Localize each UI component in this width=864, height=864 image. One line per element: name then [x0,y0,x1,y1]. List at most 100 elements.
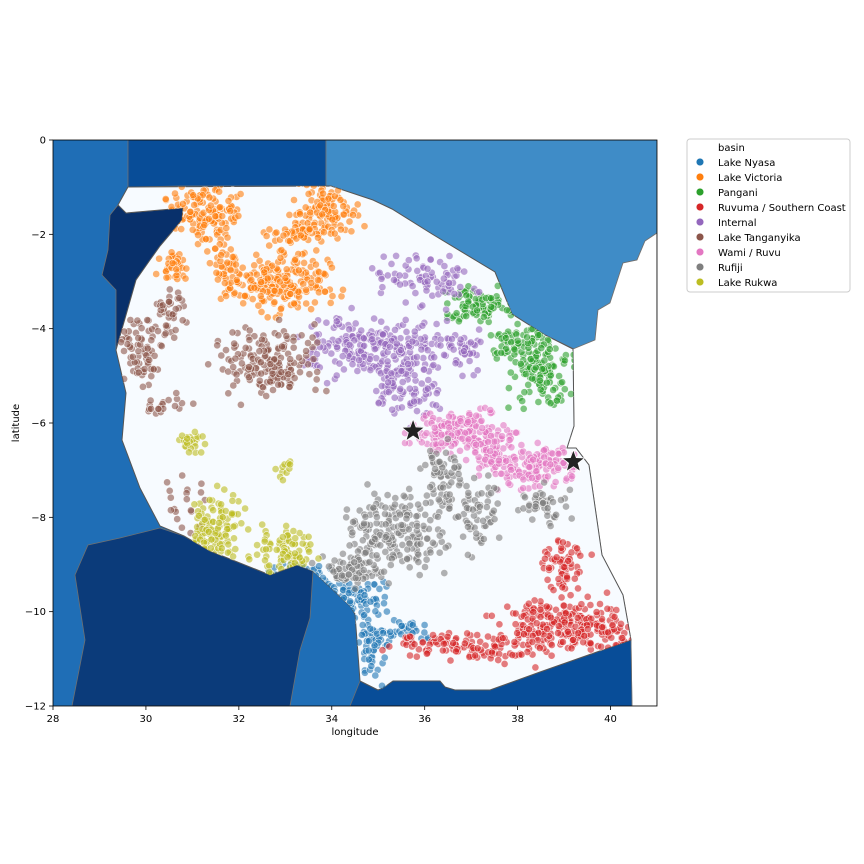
data-point [460,267,469,276]
data-point [526,355,535,364]
data-point [433,512,442,521]
data-point [133,316,142,325]
data-point [410,640,419,649]
data-point [533,438,542,447]
data-point [535,644,544,652]
data-point [260,537,269,546]
data-point [282,265,291,274]
data-point [371,671,380,680]
data-point [170,333,179,342]
data-point [404,360,412,368]
data-point [429,631,437,639]
data-point [363,480,372,489]
data-point [367,662,376,670]
data-point [204,360,213,369]
data-point [372,551,381,560]
data-point [380,653,389,662]
data-point [420,621,429,629]
data-point [238,263,247,272]
data-point [487,611,496,620]
data-point [505,436,514,444]
data-point [408,282,417,290]
data-point [546,613,555,622]
data-point [557,496,565,504]
data-point [405,563,414,572]
data-point [484,437,492,446]
data-point [294,186,303,188]
data-point [272,228,281,237]
data-point [147,404,155,413]
data-point [161,329,170,338]
data-point [504,384,513,392]
data-point [399,491,408,500]
data-point [546,522,555,530]
data-point [143,316,152,324]
data-point [201,440,209,448]
data-point [202,235,210,243]
data-point [519,475,528,484]
data-point [255,347,264,356]
data-point [209,506,217,515]
data-point [370,641,379,650]
data-point [486,406,495,414]
data-point [398,378,407,386]
legend-label: Internal [718,218,757,229]
data-point [397,367,406,375]
data-point [274,331,283,340]
data-point [432,389,441,398]
data-point [171,402,179,410]
data-point [564,556,573,565]
data-point [543,575,552,584]
data-point [561,609,570,618]
data-point [370,489,379,498]
data-point [528,638,537,646]
data-point [540,356,549,365]
data-point [213,481,222,490]
data-point [134,368,143,377]
data-point [313,367,322,376]
data-point [320,269,329,278]
x-tick-label: 34 [325,714,338,725]
data-point [178,471,187,480]
data-point [229,381,238,390]
data-point [603,604,612,613]
data-point [300,258,308,267]
data-point [438,646,447,655]
data-point [462,482,471,490]
data-point [154,327,162,335]
data-point [431,465,439,473]
data-point [462,456,470,464]
data-point [359,566,368,574]
data-point [449,639,457,647]
data-point [360,519,368,528]
data-point [532,491,540,500]
data-point [403,554,411,563]
data-point [552,510,560,519]
y-tick-label: 0 [40,136,46,147]
data-point [294,287,303,296]
plot-area [52,139,658,707]
data-point [336,195,345,204]
data-point [327,263,336,272]
y-axis-label: latitude [11,404,22,442]
data-point [239,299,248,308]
data-point [270,298,279,307]
data-point [494,656,503,664]
data-point [536,613,545,621]
data-point [419,365,428,374]
legend-swatch [695,187,705,197]
data-point [164,396,173,404]
data-point [326,298,335,307]
data-point [217,500,225,509]
data-point [383,357,392,366]
data-point [182,495,191,504]
data-point [423,384,432,393]
data-point [553,396,561,405]
data-point [229,363,238,371]
x-tick-label: 28 [47,714,60,725]
data-point [378,646,387,655]
data-point [462,312,471,320]
data-point [254,301,263,310]
data-point [564,627,572,636]
